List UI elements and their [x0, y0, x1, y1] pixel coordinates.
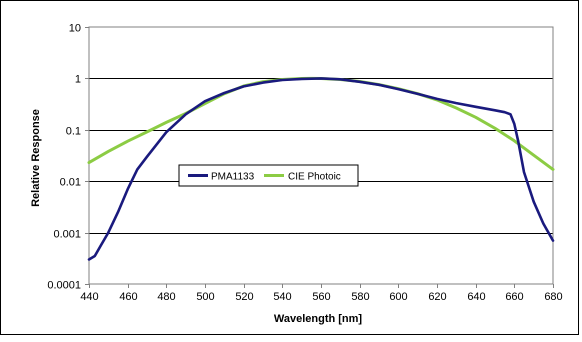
- x-tick-label: 640: [467, 291, 485, 303]
- y-tick-label: 0.0001: [47, 280, 81, 292]
- legend: PMA1133 CIE Photoic: [178, 164, 359, 187]
- x-tick-label: 520: [235, 291, 253, 303]
- x-tick-label: 560: [312, 291, 330, 303]
- x-tick-label: 680: [544, 291, 562, 303]
- legend-label-cie-photoic: CIE Photoic: [288, 172, 341, 183]
- x-tick-label: 440: [80, 291, 98, 303]
- tick-layer: 0.0001 0.001 0.01 0.1 1 10 440 460 480 500 520 540 5…: [47, 23, 562, 304]
- x-tick-label: 460: [119, 291, 137, 303]
- y-tick-label: 10: [69, 23, 81, 35]
- x-tick-label: 660: [505, 291, 523, 303]
- x-tick-label: 500: [196, 291, 214, 303]
- x-tick-label: 580: [351, 291, 369, 303]
- y-tick-label: 0.01: [60, 177, 81, 189]
- x-tick-label: 620: [428, 291, 446, 303]
- y-tick-label: 1: [75, 74, 81, 86]
- x-tick-label: 480: [157, 291, 175, 303]
- legend-label-pma1133: PMA1133: [211, 172, 255, 183]
- x-tick-label: 600: [389, 291, 407, 303]
- series-line-pma1133: [87, 77, 555, 261]
- y-tick-label: 0.001: [53, 229, 81, 241]
- y-axis-title: Relative Response: [30, 109, 42, 207]
- series-layer: [87, 76, 555, 261]
- x-axis-title: Wavelength [nm]: [274, 313, 363, 325]
- y-tick-label: 0.1: [66, 126, 81, 138]
- x-tick-label: 540: [273, 291, 291, 303]
